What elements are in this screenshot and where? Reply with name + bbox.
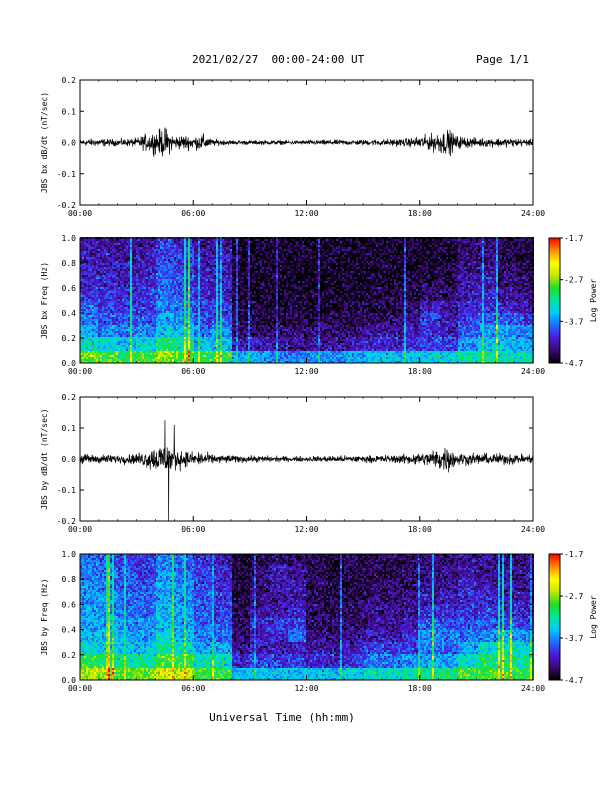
colorbar-tick-label: -2.7 — [564, 276, 583, 285]
x-tick-label: 06:00 — [181, 209, 205, 218]
x-tick-label: 00:00 — [68, 684, 92, 693]
y-tick-label: 0.8 — [62, 575, 77, 584]
y-tick-label: 0.6 — [62, 600, 77, 609]
x-tick-label: 24:00 — [521, 684, 545, 693]
colorbar-label: Log Power — [589, 595, 598, 639]
x-tick-label: 18:00 — [408, 209, 432, 218]
y-axis-label: JBS by dB/dt (nT/sec) — [40, 408, 49, 509]
colorbar-tick-label: -1.7 — [564, 550, 583, 559]
y-tick-label: -0.1 — [57, 170, 76, 179]
x-tick-label: 06:00 — [181, 525, 205, 534]
x-tick-label: 18:00 — [408, 525, 432, 534]
colorbar-tick-label: -2.7 — [564, 592, 583, 601]
y-axis-label: JBS bx dB/dt (nT/sec) — [40, 92, 49, 193]
series-line — [80, 420, 533, 521]
y-tick-label: 0.1 — [62, 424, 77, 433]
y-tick-label: 0.2 — [62, 76, 77, 85]
y-tick-label: 0.2 — [62, 334, 77, 343]
y-tick-label: 0.4 — [62, 626, 77, 635]
x-tick-label: 00:00 — [68, 367, 92, 376]
x-tick-label: 06:00 — [181, 367, 205, 376]
y-tick-label: 1.0 — [62, 550, 77, 559]
y-axis-label: JBS bx Freq (Hz) — [40, 262, 49, 339]
x-tick-label: 24:00 — [521, 367, 545, 376]
x-axis-label: Universal Time (hh:mm) — [209, 711, 355, 724]
y-tick-label: 0.8 — [62, 259, 77, 268]
colorbar-label: Log Power — [589, 279, 598, 323]
x-tick-label: 06:00 — [181, 684, 205, 693]
y-tick-label: 0.2 — [62, 393, 77, 402]
y-tick-label: 0.0 — [62, 139, 77, 148]
y-tick-label: 0.2 — [62, 651, 77, 660]
colorbar-tick-label: -4.7 — [564, 359, 583, 368]
y-tick-label: 0.4 — [62, 309, 77, 318]
x-tick-label: 24:00 — [521, 209, 545, 218]
x-tick-label: 18:00 — [408, 684, 432, 693]
x-tick-label: 12:00 — [294, 684, 318, 693]
colorbar — [549, 238, 560, 364]
colorbar-tick-label: -3.7 — [564, 634, 583, 643]
series-line — [80, 128, 533, 157]
colorbar-tick-label: -4.7 — [564, 676, 583, 685]
x-tick-label: 00:00 — [68, 209, 92, 218]
x-tick-label: 12:00 — [294, 209, 318, 218]
x-tick-label: 00:00 — [68, 525, 92, 534]
x-tick-label: 12:00 — [294, 525, 318, 534]
colorbar-tick-label: -1.7 — [564, 234, 583, 243]
colorbar — [549, 554, 560, 681]
y-tick-label: 0.6 — [62, 284, 77, 293]
x-tick-label: 18:00 — [408, 367, 432, 376]
y-axis-label: JBS by Freq (Hz) — [40, 578, 49, 655]
spectrogram-image — [80, 554, 534, 680]
y-tick-label: 1.0 — [62, 234, 77, 243]
y-tick-label: 0.1 — [62, 107, 77, 116]
x-tick-label: 24:00 — [521, 525, 545, 534]
y-tick-label: 0.0 — [62, 455, 77, 464]
x-tick-label: 12:00 — [294, 367, 318, 376]
colorbar-tick-label: -3.7 — [564, 317, 583, 326]
y-tick-label: -0.1 — [57, 486, 76, 495]
spectrogram-image — [80, 237, 534, 363]
